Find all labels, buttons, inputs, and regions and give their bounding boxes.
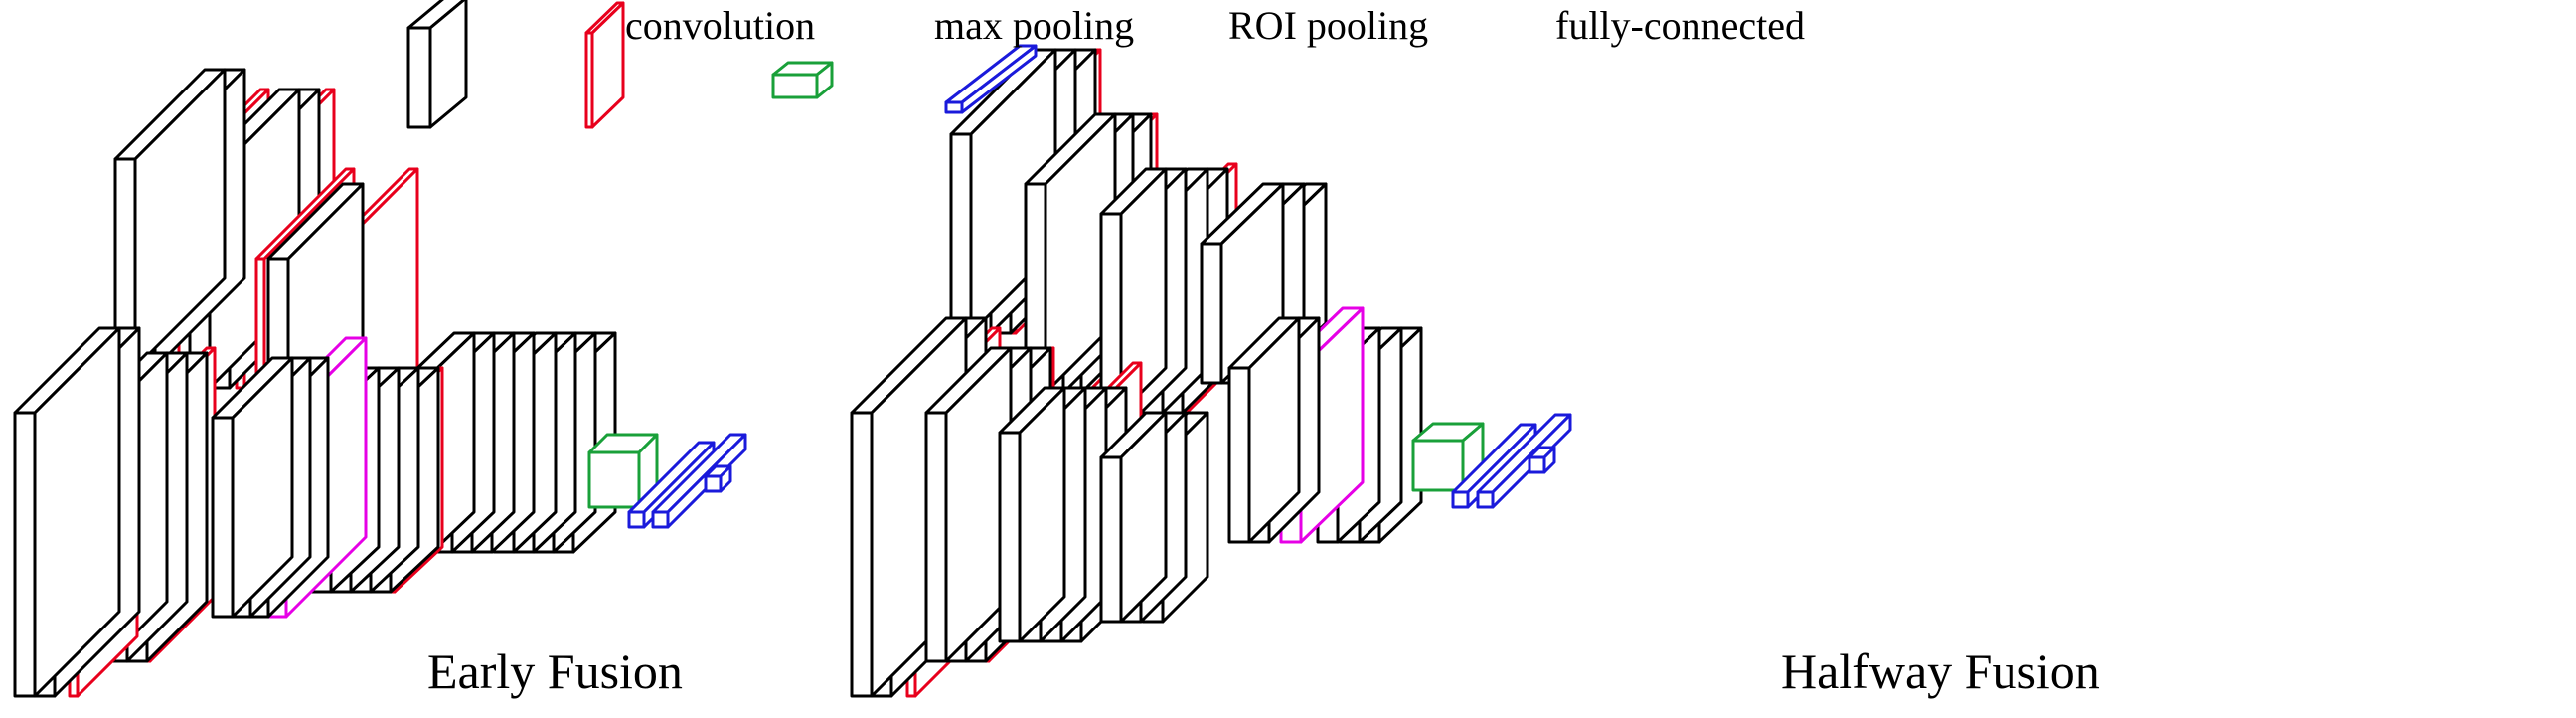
legend-roi-pooling-icon xyxy=(771,61,834,99)
caption-halfway-fusion: Halfway Fusion xyxy=(1781,643,2100,699)
convolution-block xyxy=(13,326,121,698)
convolution-block xyxy=(998,386,1066,643)
fully-connected-block xyxy=(704,464,732,493)
legend-convolution-icon xyxy=(406,0,468,129)
legend-label-fully-connected: fully-connected xyxy=(1555,3,1805,48)
legend-label-roi-pooling: ROI pooling xyxy=(1228,3,1429,48)
fully-connected-block xyxy=(1528,446,1556,474)
convolution-block xyxy=(211,356,294,619)
convolution-block xyxy=(1227,316,1301,544)
convolution-block xyxy=(924,346,1013,663)
caption-early-fusion: Early Fusion xyxy=(427,643,683,699)
legend-label-convolution: convolution xyxy=(625,3,816,48)
convolution-block xyxy=(1099,167,1168,415)
legend-max-pooling-icon xyxy=(584,1,625,129)
convolution-block xyxy=(1099,411,1168,624)
legend-fully-connected-icon xyxy=(944,44,1038,114)
legend-label-max-pooling: max pooling xyxy=(934,3,1135,48)
convolution-block xyxy=(113,68,227,370)
